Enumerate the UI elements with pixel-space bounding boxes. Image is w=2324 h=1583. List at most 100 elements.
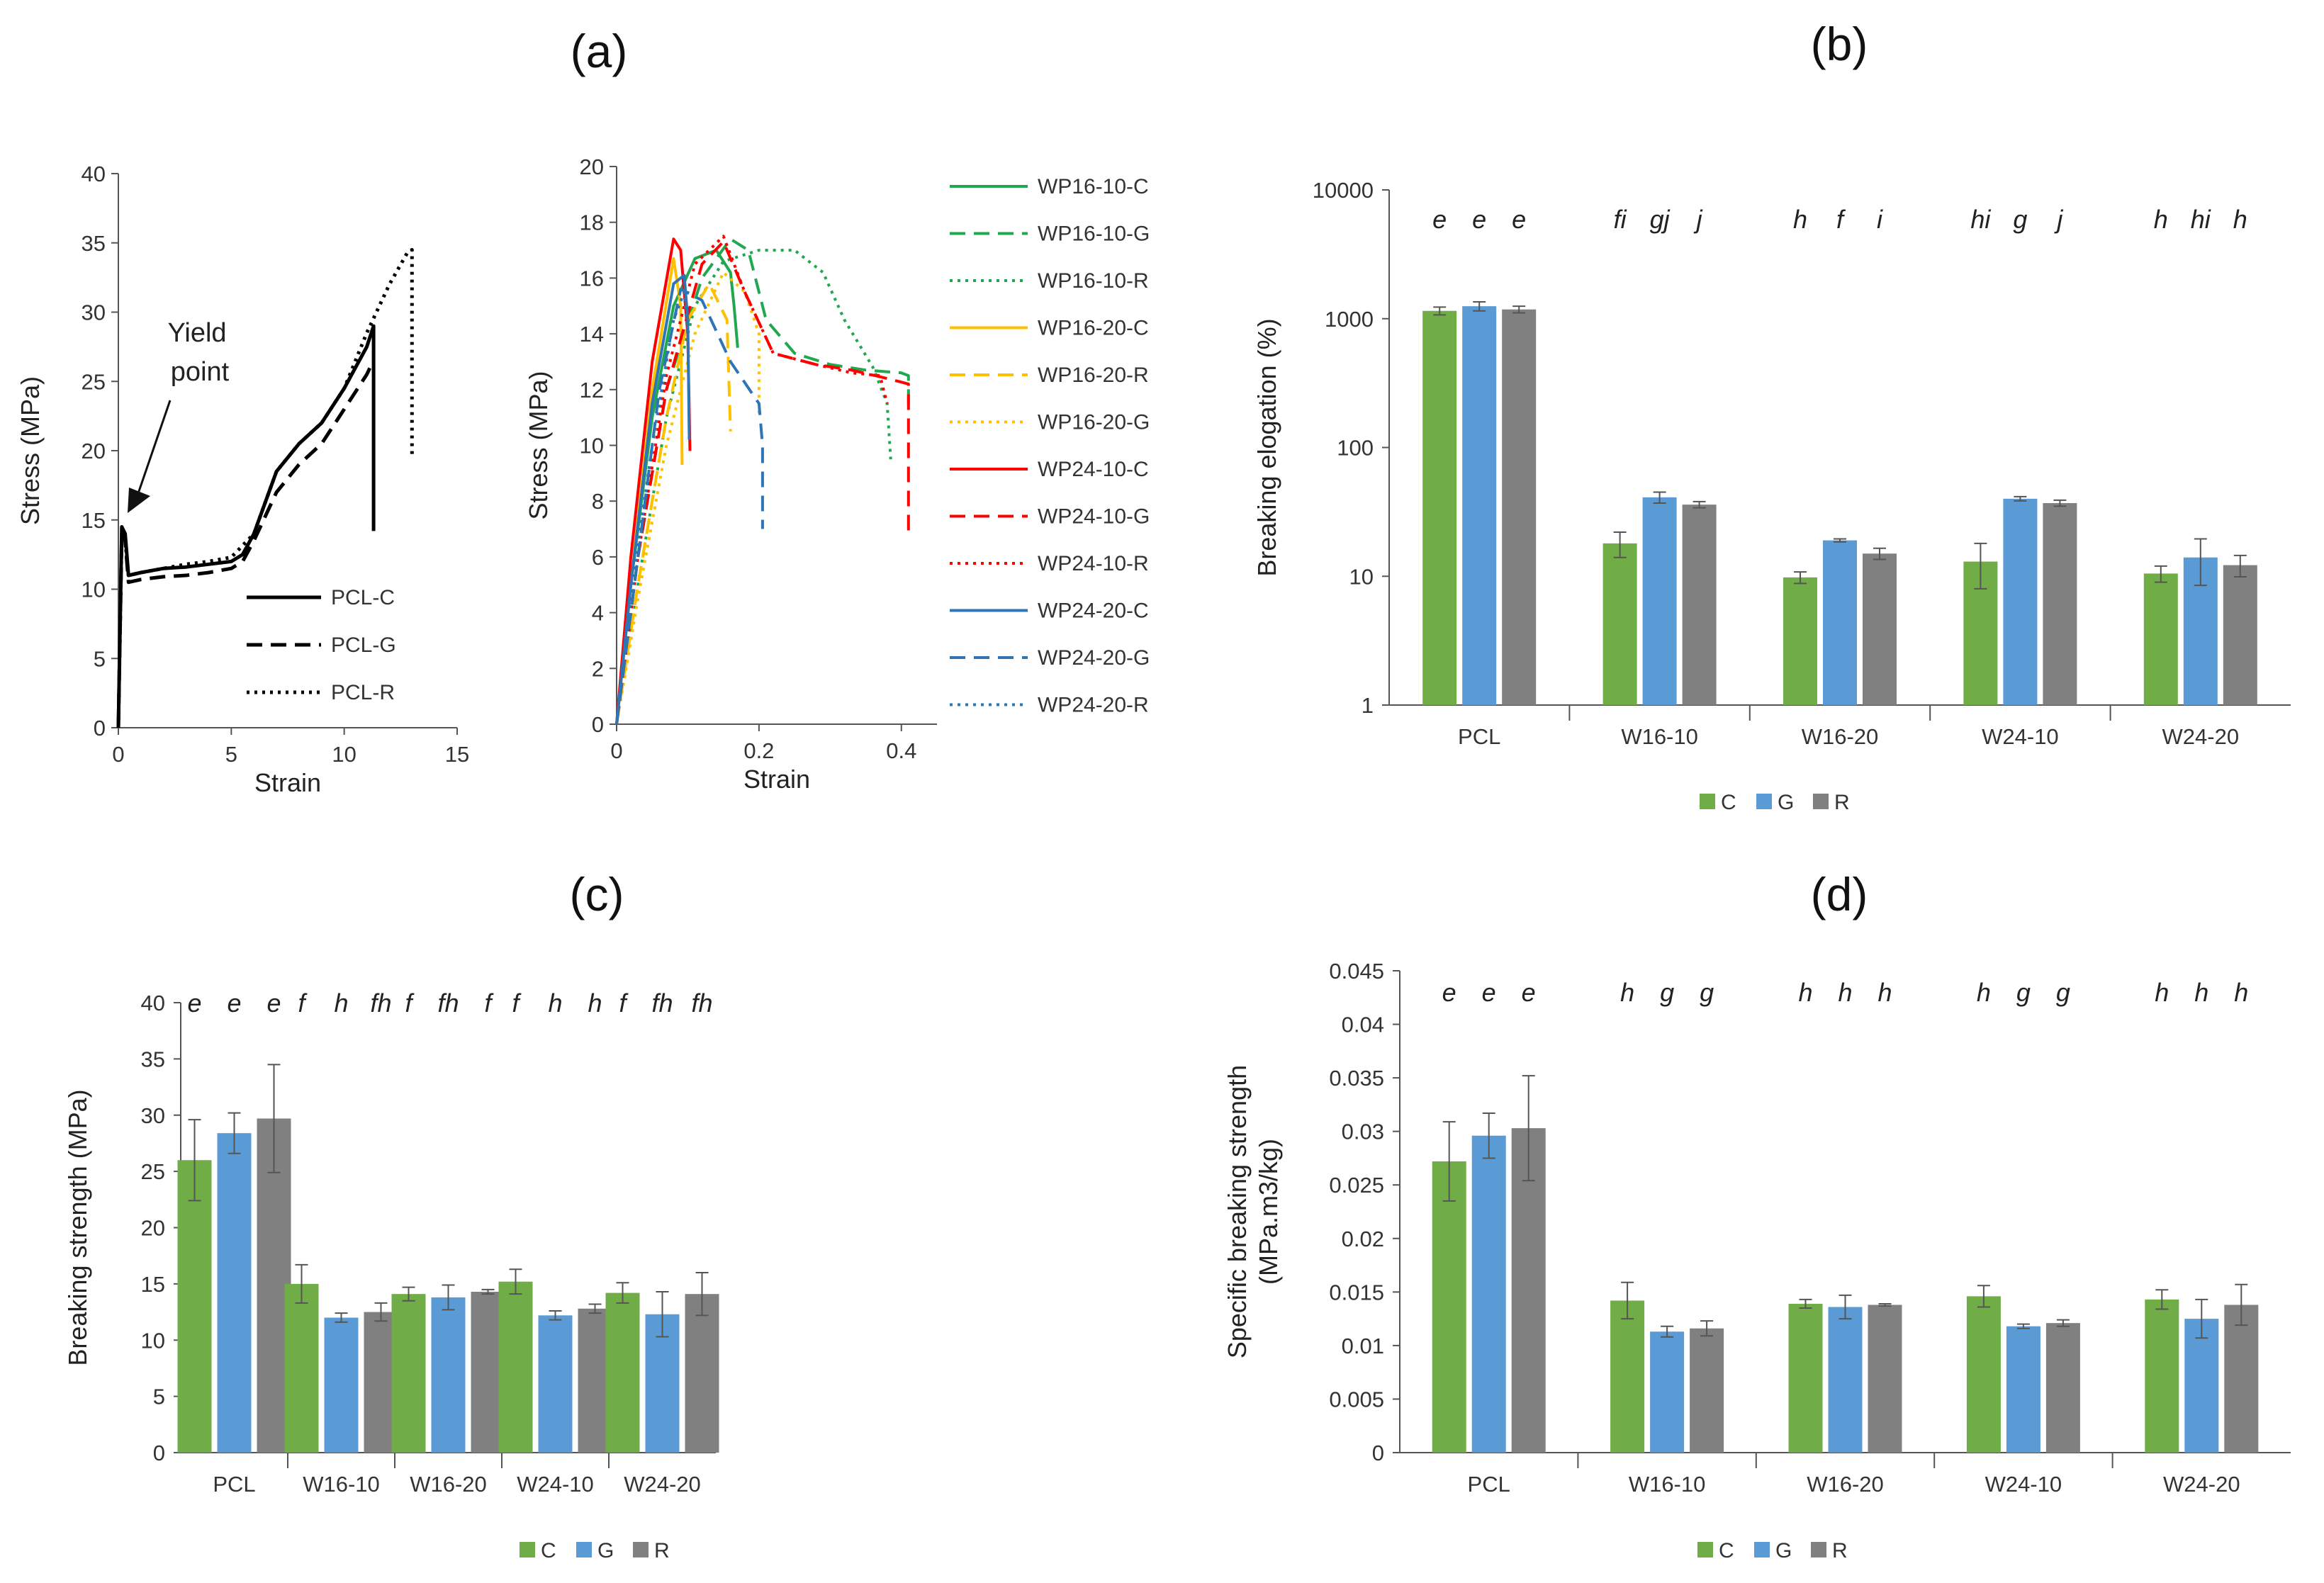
bar-c [2143,573,2178,705]
significance-letter: h [1838,978,1852,1007]
significance-letter: j [2053,205,2063,234]
significance-letter: f [405,988,415,1018]
significance-letter: h [1798,978,1812,1007]
bar-c [1783,577,1817,705]
bar-c [177,1160,212,1453]
x-tick-label: 0.4 [886,738,916,763]
bar-c [1422,310,1457,706]
legend-label: PCL-G [331,633,396,657]
bar-g [431,1297,466,1453]
legend-label: PCL-R [331,681,395,704]
significance-letter: i [1877,205,1883,234]
significance-letter: e [187,988,201,1018]
significance-letter: h [334,988,348,1018]
significance-letter: g [2056,978,2070,1007]
legend-label: WP24-10-R [1038,552,1149,575]
legend-label: WP16-10-C [1038,175,1149,198]
panel-label-d: (d) [1811,868,1868,920]
bar-r [1502,309,1537,706]
y-tick-label: 30 [141,1103,165,1128]
significance-letter: h [2154,205,2168,234]
category-label: W16-20 [1807,1472,1884,1497]
significance-letter: e [1512,205,1526,234]
y-tick-label: 35 [82,231,106,256]
y-tick-label: 8 [592,489,604,514]
significance-letter: hi [2191,205,2211,234]
legend-swatch-r [633,1542,649,1557]
category-label: W24-20 [2163,1472,2240,1497]
x-tick-label: 5 [225,742,237,767]
significance-letter: h [1793,205,1807,234]
y-tick-label: 2 [592,656,604,681]
category-label: PCL [213,1472,255,1497]
significance-letter: f [484,988,494,1018]
bar-g [2184,1319,2219,1453]
y-tick-label: 16 [580,266,604,291]
y-tick-label: 20 [580,154,604,179]
category-label: W16-20 [410,1472,487,1497]
series-line-wp24-20-c [615,274,691,725]
y-tick-label: 0.045 [1329,959,1384,984]
category-label: W16-10 [303,1472,380,1497]
significance-letter: h [1977,978,1991,1007]
bar-c [1602,543,1637,705]
significance-letter: f [619,988,629,1018]
significance-letter: g [2013,205,2027,234]
legend-label: WP24-10-G [1038,505,1150,529]
legend-label: WP16-20-C [1038,317,1149,340]
bar-r [2223,565,2257,705]
significance-letter: h [2233,205,2247,234]
significance-letter: f [512,988,522,1018]
bar-g [217,1133,252,1453]
y-tick-label: 20 [82,439,106,463]
significance-letter: fh [691,988,712,1018]
bar-c [2145,1299,2179,1453]
legend-label: WP24-10-C [1038,458,1149,481]
y-tick-label: 100 [1337,436,1374,461]
y-tick-label: 10 [580,434,604,458]
bar-c [605,1292,640,1453]
significance-letter: h [548,988,562,1018]
legend-label: PCL-C [331,586,395,609]
bar-r [1682,505,1717,705]
series-line-wp16-20-r [615,282,732,725]
y-tick-label: 0.01 [1342,1334,1384,1358]
category-label: PCL [1458,724,1500,749]
bar-g [324,1317,359,1453]
significance-letter: h [2234,978,2248,1007]
legend-swatch-c [1700,794,1715,809]
legend-swatch-c [520,1542,535,1557]
y-tick-label: 0.03 [1342,1120,1384,1144]
chart-pcl-stress-strain: 0 5 10 15 20 25 30 35 40 0 5 10 15 Strain Stress (MPa)… [16,162,469,797]
yield-arrow-head [128,488,150,513]
y-tick-label: 40 [141,991,165,1015]
series-line-wp24-20-g [615,288,764,725]
y-tick-label: 0.015 [1329,1280,1384,1305]
bar-r [1863,553,1897,705]
y-tick-label: 0.025 [1329,1173,1384,1198]
bar-g [538,1315,573,1453]
category-label: W16-10 [1621,724,1698,749]
category-label: PCL [1468,1472,1510,1497]
legend-label: WP16-10-R [1038,269,1149,293]
significance-letter: f [1836,205,1846,234]
y-tick-label: 10 [1349,564,1374,589]
legend-label: C [1721,791,1736,814]
legend-swatch-g [1754,1542,1770,1557]
significance-letter: fh [651,988,673,1018]
bar-g [2003,498,2038,705]
y-tick-label: 10 [82,578,106,602]
bar-c [1610,1300,1645,1453]
bar-c [284,1283,319,1453]
significance-letter: h [2155,978,2169,1007]
x-tick-label: 15 [445,742,469,767]
y-tick-label: 1 [1362,693,1374,718]
y-axis-label-line1: Specific breaking strength [1223,1065,1252,1358]
bar-g [1642,497,1677,705]
series-line-pcl-g [116,364,374,728]
bar-r [2045,1323,2080,1453]
bar-c [498,1281,533,1453]
